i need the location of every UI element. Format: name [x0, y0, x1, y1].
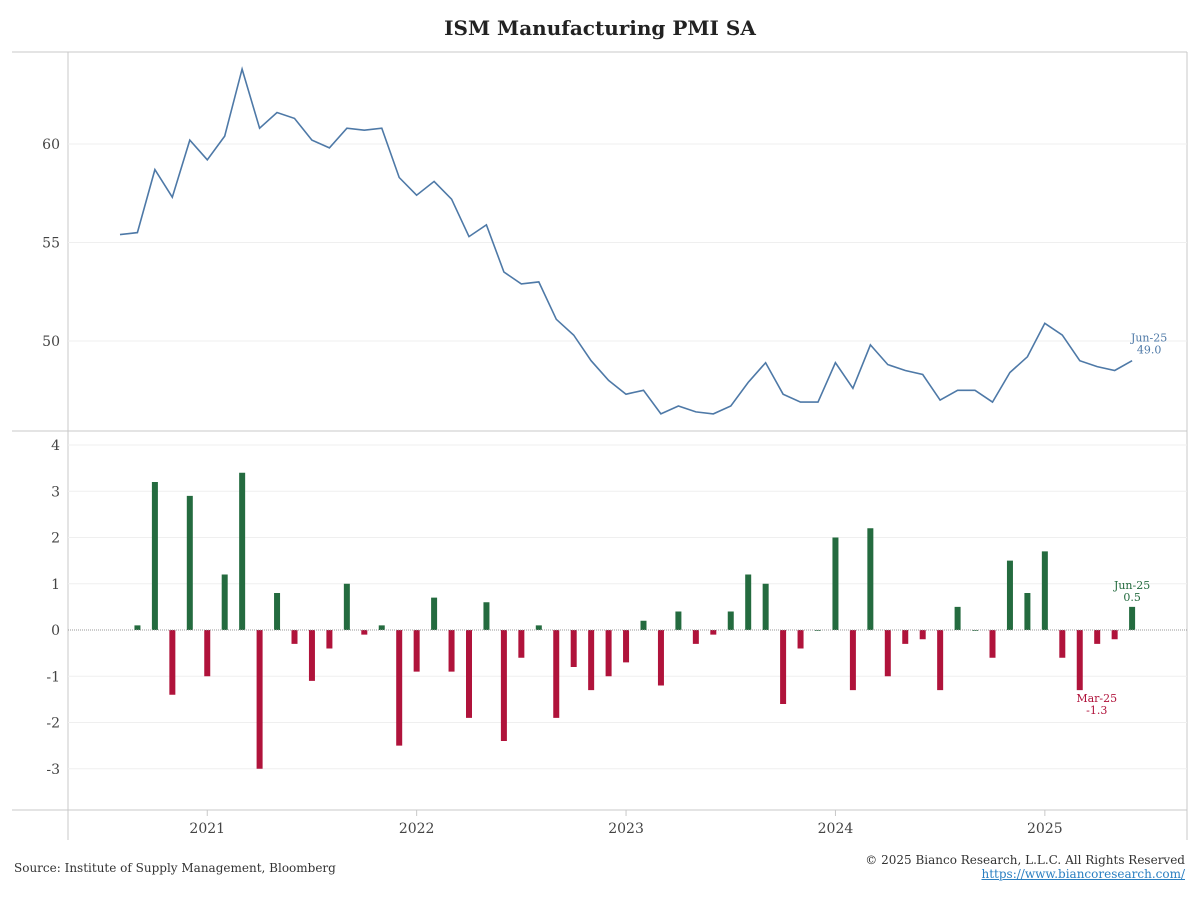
pmi-line: [119, 66, 1133, 415]
y-tick-label: 4: [51, 438, 60, 454]
change-bar: [204, 630, 211, 677]
bar-annotation-value: 0.5: [1123, 591, 1141, 604]
change-bar: [134, 625, 141, 630]
change-bar: [1129, 606, 1136, 630]
bar-annotation-label: Jun-25: [1113, 579, 1150, 592]
change-bar: [413, 630, 420, 672]
change-bar: [1094, 630, 1101, 644]
change-bar: [972, 630, 979, 631]
change-bar: [692, 630, 699, 644]
change-bar: [308, 630, 315, 681]
y-tick-label: 60: [42, 137, 60, 153]
change-bar: [989, 630, 996, 658]
change-bar: [274, 593, 281, 630]
change-bar: [1076, 630, 1083, 691]
change-bar: [954, 606, 961, 630]
change-bar: [745, 574, 752, 630]
change-bar: [884, 630, 891, 677]
change-bar: [396, 630, 403, 746]
change-bar: [710, 630, 717, 635]
change-bar: [849, 630, 856, 691]
change-bar: [780, 630, 787, 704]
change-bar: [553, 630, 560, 718]
x-tick-label: 2023: [608, 821, 644, 837]
y-tick-label: 55: [42, 236, 60, 252]
change-bar: [588, 630, 595, 691]
change-bar: [1111, 630, 1118, 640]
change-bar: [832, 537, 839, 630]
change-bar: [902, 630, 909, 644]
change-bar: [1041, 551, 1048, 630]
change-bar: [1024, 593, 1031, 630]
change-bar: [431, 597, 438, 630]
change-bar: [640, 620, 647, 630]
change-bar: [605, 630, 612, 677]
change-bar: [518, 630, 525, 658]
change-bar: [343, 583, 350, 630]
change-bar: [221, 574, 228, 630]
change-bar: [361, 630, 368, 635]
change-bar: [500, 630, 507, 741]
y-tick-label: 3: [51, 484, 60, 500]
change-bar: [657, 630, 664, 686]
change-bar: [919, 630, 926, 640]
website-link[interactable]: https://www.biancoresearch.com/: [981, 867, 1185, 881]
change-bar: [623, 630, 630, 663]
change-bar: [937, 630, 944, 691]
chart-title: ISM Manufacturing PMI SA: [444, 16, 756, 40]
change-bar: [169, 630, 176, 695]
change-bar: [867, 528, 874, 630]
change-bar: [291, 630, 298, 644]
bar-annotation-label: Mar-25: [1076, 692, 1117, 705]
x-tick-label: 2022: [399, 821, 435, 837]
y-tick-label: 50: [42, 334, 60, 350]
change-bar: [1059, 630, 1066, 658]
change-bar: [466, 630, 472, 718]
change-bar: [378, 625, 385, 630]
y-tick-label: -3: [46, 762, 60, 778]
change-bar: [727, 611, 734, 630]
change-bar: [256, 630, 263, 769]
y-tick-label: 2: [51, 531, 60, 547]
change-bar: [239, 472, 246, 630]
y-tick-label: 0: [51, 623, 60, 639]
x-tick-label: 2024: [818, 821, 854, 837]
x-tick-label: 2021: [189, 821, 225, 837]
change-bar: [570, 630, 577, 667]
x-tick-label: 2025: [1027, 821, 1063, 837]
change-bar: [535, 625, 542, 630]
y-tick-label: -1: [46, 669, 60, 685]
source-note: Source: Institute of Supply Management, …: [14, 861, 336, 875]
change-bar: [483, 602, 490, 630]
bar-annotation-value: -1.3: [1086, 704, 1107, 717]
change-bar: [448, 630, 455, 672]
change-bar: [675, 611, 682, 630]
change-bar: [186, 495, 193, 630]
copyright-note: © 2025 Bianco Research, L.L.C. All Right…: [865, 853, 1185, 867]
change-bar: [326, 630, 333, 649]
change-bar: [1006, 560, 1013, 630]
y-tick-label: -2: [46, 716, 60, 732]
change-bar: [151, 482, 158, 630]
change-bar: [762, 583, 769, 630]
line-annotation-value: 49.0: [1137, 344, 1162, 357]
change-bar: [797, 630, 804, 649]
y-tick-label: 1: [51, 577, 60, 593]
line-annotation-label: Jun-25: [1130, 332, 1167, 345]
